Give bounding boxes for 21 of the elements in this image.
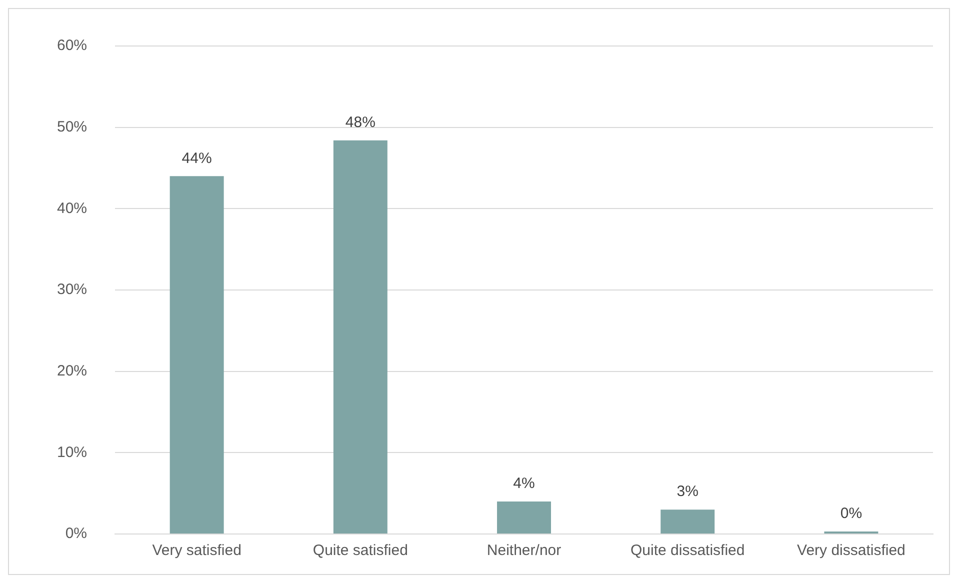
- x-tick-label: Neither/nor: [486, 542, 562, 560]
- y-tick-label: 40%: [56, 200, 88, 217]
- y-tick-label: 20%: [56, 362, 88, 380]
- data-label: 0%: [840, 505, 862, 522]
- y-tick-label: 10%: [56, 444, 88, 461]
- y-tick-label: 30%: [56, 281, 88, 298]
- y-tick-label: 60%: [56, 37, 88, 54]
- bar: [497, 501, 552, 534]
- x-tick-label: Quite satisfied: [312, 542, 408, 560]
- y-tick-label: 0%: [65, 525, 88, 542]
- bar: [660, 510, 715, 534]
- bar: [333, 140, 388, 534]
- x-tick-label: Very satisfied: [152, 542, 242, 560]
- x-tick-label: Quite dissatisfied: [630, 542, 745, 560]
- data-label: 4%: [513, 475, 535, 492]
- data-label: 3%: [676, 483, 698, 500]
- data-label: 44%: [182, 150, 212, 167]
- y-tick-label: 50%: [56, 118, 88, 136]
- x-tick-label: Very dissatisfied: [797, 542, 906, 560]
- bar: [170, 176, 224, 534]
- data-label: 48%: [345, 114, 376, 131]
